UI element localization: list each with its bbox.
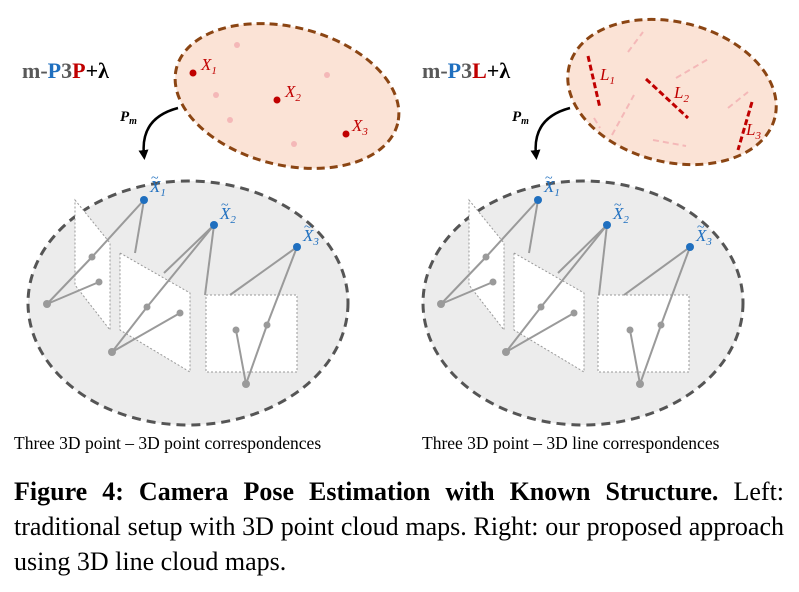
faint-point [213,92,219,98]
feature-label-x2: X2 [284,82,301,104]
right-method-suffix: +λ [487,58,511,83]
map-label-1: X1 [543,177,560,199]
right-method-three: 3 [461,58,472,83]
map-label-1: X1 [149,177,166,199]
faint-point [227,117,233,123]
feature-line-l2 [644,77,690,120]
faint-point [234,42,240,48]
right-method-label: m-P3L+λ [422,58,510,83]
figure-caption: Figure 4: Camera Pose Estimation with Kn… [14,474,784,579]
feature-point-x3 [342,130,350,138]
right-method-p: P [448,58,461,83]
feature-label-l1: L1 [599,65,615,87]
left-method-prefix: m- [22,58,48,83]
camera-nodes [43,253,271,388]
right-subtitle: Three 3D point – 3D line correspondences [422,433,720,453]
camera-frame-3 [205,294,298,373]
feature-label-l3: L3 [745,120,761,142]
map-point-3 [686,243,694,251]
left-method-three: 3 [61,58,72,83]
faint-point [291,141,297,147]
right-method-prefix: m- [422,58,448,83]
map-tilde-1: ~ [545,171,553,186]
camera-frame-1 [74,198,111,332]
caption-body: Left: traditional setup with 3D point cl… [14,477,785,576]
map-tilde-1: ~ [151,171,159,186]
camera-frame-1 [468,198,505,332]
faint-lines [593,31,749,147]
map-label-3: X3 [302,226,319,248]
left-method-type: P [72,58,85,83]
map-label-2: X2 [219,204,236,226]
camera-rays [440,199,691,385]
right-projection-arrow [530,106,571,160]
right-feature-ellipse [566,17,778,167]
camera-nodes [437,253,665,388]
feature-point-x2 [273,96,281,104]
map-tilde-2: ~ [221,198,229,213]
map-point-1 [534,196,542,204]
map-point-1 [140,196,148,204]
left-method-suffix: +λ [86,58,110,83]
map-tilde-2: ~ [614,198,622,213]
camera-frame-3 [597,294,690,373]
faint-point [324,72,330,78]
feature-point-x1 [189,69,197,77]
left-subtitle: Three 3D point – 3D point correspondence… [14,433,322,453]
left-feature-ellipse [173,22,401,170]
caption-title: Figure 4: Camera Pose Estimation with Kn… [14,477,719,506]
left-method-p: P [48,58,61,83]
feature-line-l3 [736,101,754,151]
left-panel: m-P3P+λ X1 X2 X3 Pm [22,22,401,427]
feature-label-l2: L2 [673,83,689,105]
map-label-2: X2 [612,204,629,226]
left-pm-label: Pm [120,109,137,127]
map-label-3: X3 [695,226,712,248]
camera-frame-2 [513,252,585,373]
map-point-2 [210,221,218,229]
map-point-3 [293,243,301,251]
map-tilde-3: ~ [697,220,705,235]
map-tilde-3: ~ [304,220,312,235]
camera-frame-2 [119,252,191,373]
left-method-label: m-P3P+λ [22,58,109,83]
right-pm-label: Pm [512,109,529,127]
feature-label-x1: X1 [200,55,217,77]
left-projection-arrow [138,106,179,160]
feature-label-x3: X3 [351,116,368,138]
camera-rays [46,199,298,385]
right-method-type: L [472,58,487,83]
right-panel: m-P3L+λ L1 L2 L3 Pm [421,17,778,427]
map-point-2 [603,221,611,229]
